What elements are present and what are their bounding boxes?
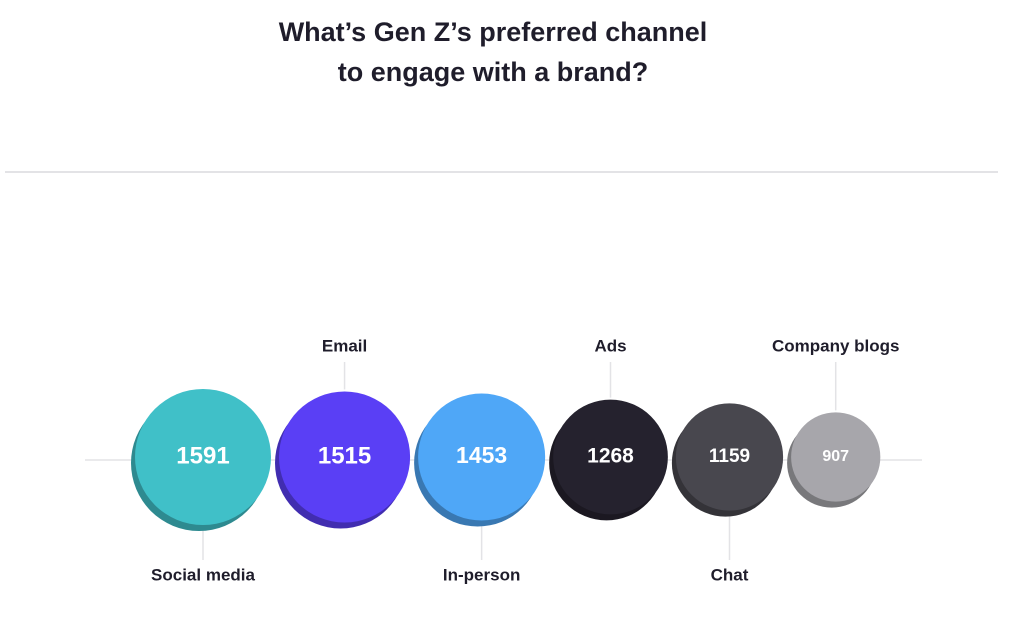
- chart-title: What’s Gen Z’s preferred channel to enga…: [278, 17, 708, 87]
- category-label: Social media: [151, 565, 255, 584]
- category-label: Chat: [711, 565, 749, 584]
- bubble: [135, 389, 271, 525]
- category-label: Ads: [594, 336, 626, 355]
- value-label: 1591: [176, 442, 229, 469]
- bubble: [675, 403, 784, 511]
- value-label: 1159: [709, 446, 750, 467]
- bubble: [553, 399, 668, 515]
- category-label: Email: [322, 336, 367, 355]
- value-label: 1453: [456, 442, 507, 468]
- value-label: 1268: [587, 445, 634, 468]
- bubble: [791, 412, 881, 502]
- category-label: In-person: [443, 565, 520, 584]
- bubble: [418, 393, 546, 521]
- value-label: 907: [822, 448, 849, 465]
- value-label: 1515: [318, 442, 371, 469]
- category-label: Company blogs: [772, 336, 900, 355]
- bubble: [279, 391, 411, 523]
